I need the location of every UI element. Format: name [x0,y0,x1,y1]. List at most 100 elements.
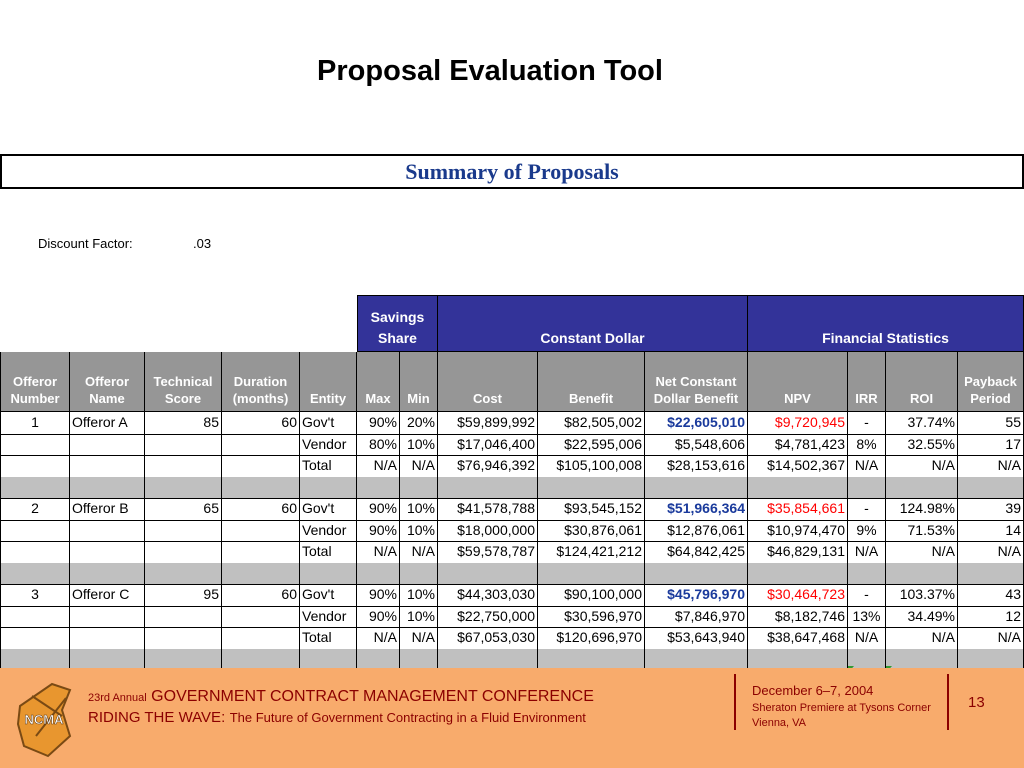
sep-cell [958,476,1024,499]
divider [734,674,736,730]
cell [222,605,300,628]
hd-cell: Entity [300,352,357,412]
cell: 10% [400,498,438,521]
cell: $38,647,468 [748,627,848,650]
cell: $53,643,940 [645,627,748,650]
cell: 80% [357,433,400,456]
page-number: 13 [968,694,985,711]
hd-cell: Benefit [538,352,645,412]
cell: $30,596,970 [538,605,645,628]
cell: N/A [357,455,400,478]
markers [848,666,892,673]
cell: 90% [357,412,400,435]
cell: Total [300,541,357,564]
cell: 14 [958,519,1024,542]
cell: $44,303,030 [438,584,538,607]
cell: 85 [145,412,222,435]
sep-cell [886,476,958,499]
hd-cell: Cost [438,352,538,412]
sep-cell [222,476,300,499]
cell [222,541,300,564]
subtitle: The Future of Government Contracting in … [229,710,586,725]
cell [222,433,300,456]
cell: 10% [400,433,438,456]
cell: N/A [958,627,1024,650]
cell: N/A [848,627,886,650]
cell: 71.53% [886,519,958,542]
cell: - [848,412,886,435]
logo-text: NCMA [25,712,65,727]
cell [222,627,300,650]
sep-cell [538,476,645,499]
theme: RIDING THE WAVE: [88,709,226,726]
dates: December 6–7, 2004 [752,683,874,698]
hd-cell: Offeror Name [70,352,145,412]
cell: 39 [958,498,1024,521]
cell: $30,876,061 [538,519,645,542]
cell: $22,605,010 [645,412,748,435]
cell: 60 [222,584,300,607]
cell [145,627,222,650]
cell [70,627,145,650]
conference: GOVERNMENT CONTRACT MANAGEMENT CONFERENC… [151,688,594,705]
hd-cell: Technical Score [145,352,222,412]
cell: N/A [886,627,958,650]
cell [145,433,222,456]
sep-cell [958,562,1024,585]
cell: Vendor [300,433,357,456]
cell: 20% [400,412,438,435]
sep-cell [848,476,886,499]
cell: $22,750,000 [438,605,538,628]
sep-cell [357,476,400,499]
sep-cell [0,562,70,585]
cell: Offeror A [70,412,145,435]
cell: 90% [357,519,400,542]
grp-cell: Financial Statistics [748,295,1024,352]
hd-cell: ROI [886,352,958,412]
cell: 12 [958,605,1024,628]
cell: $17,046,400 [438,433,538,456]
sep-cell [300,476,357,499]
sep-cell [70,562,145,585]
cell: N/A [357,627,400,650]
cell: $18,000,000 [438,519,538,542]
sep-cell [438,476,538,499]
cell: $14,502,367 [748,455,848,478]
sep-cell [0,476,70,499]
cell [0,605,70,628]
cell: $105,100,008 [538,455,645,478]
cell: $51,966,364 [645,498,748,521]
cell: N/A [848,541,886,564]
cell: Total [300,455,357,478]
city: Vienna, VA [752,717,807,729]
discount-value: .03 [193,236,212,251]
sep-cell [400,476,438,499]
cell [145,605,222,628]
sep-cell [538,562,645,585]
cell: $46,829,131 [748,541,848,564]
cell [0,627,70,650]
cell [0,433,70,456]
cell: $28,153,616 [645,455,748,478]
hd-cell: IRR [848,352,886,412]
cell: 55 [958,412,1024,435]
cell: N/A [357,541,400,564]
cell: 90% [357,498,400,521]
cell [0,541,70,564]
cell: 32.55% [886,433,958,456]
cell: $124,421,212 [538,541,645,564]
cell: 10% [400,605,438,628]
cell: $67,053,030 [438,627,538,650]
cell: 95 [145,584,222,607]
hd-cell: Net Constant Dollar Benefit [645,352,748,412]
summary-heading: Summary of Proposals [0,154,1024,189]
cell [70,541,145,564]
cell: $10,974,470 [748,519,848,542]
cell [0,455,70,478]
cell: $76,946,392 [438,455,538,478]
cell: 65 [145,498,222,521]
cell: N/A [886,541,958,564]
hd-cell: Max [357,352,400,412]
cell: $82,505,002 [538,412,645,435]
cell [70,455,145,478]
